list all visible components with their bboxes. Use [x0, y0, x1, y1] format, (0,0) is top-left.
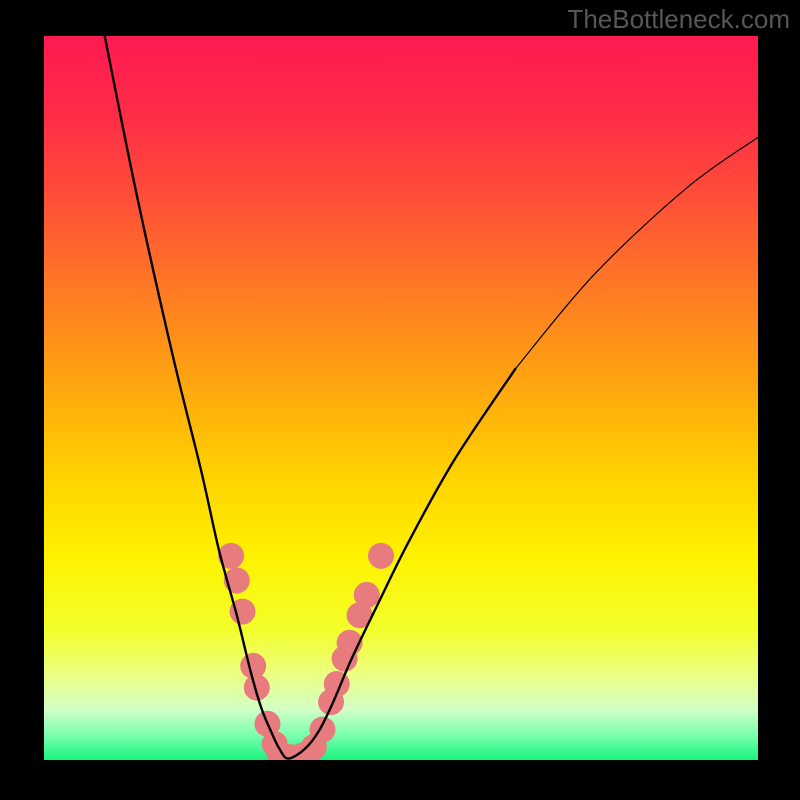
chart-overlay-svg — [0, 0, 800, 800]
chart-stage: TheBottleneck.com — [0, 0, 800, 800]
marker-dot — [354, 582, 380, 608]
bottleneck-curve-tail — [515, 137, 758, 369]
marker-group — [218, 543, 394, 770]
watermark-text: TheBottleneck.com — [567, 4, 790, 35]
marker-dot — [240, 653, 266, 679]
bottleneck-curve-main — [105, 36, 516, 759]
marker-dot — [368, 543, 394, 569]
